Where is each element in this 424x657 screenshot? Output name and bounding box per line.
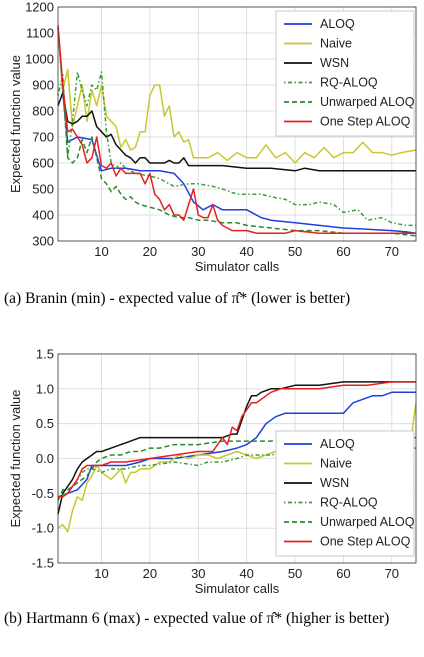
y-axis-label: Expected function value bbox=[8, 389, 23, 527]
x-tick-label: 10 bbox=[94, 244, 108, 259]
x-tick-label: 20 bbox=[143, 244, 157, 259]
y-tick-label: 600 bbox=[32, 156, 54, 171]
y-tick-label: 400 bbox=[32, 208, 54, 223]
y-axis-label: Expected function value bbox=[8, 55, 23, 193]
legend-label: RQ-ALOQ bbox=[320, 76, 378, 90]
legend-box bbox=[275, 430, 415, 557]
series-line-rq-aloq bbox=[57, 447, 416, 498]
legend-label: WSN bbox=[320, 56, 349, 70]
hartmann-caption: (b) Hartmann 6 (max) - expected value of… bbox=[4, 610, 390, 627]
y-tick-label: 1100 bbox=[26, 26, 54, 41]
y-tick-label: 0.5 bbox=[36, 416, 54, 431]
y-tick-label: 800 bbox=[32, 104, 54, 119]
x-tick-label: 50 bbox=[288, 566, 302, 581]
plot-frame bbox=[57, 6, 417, 242]
y-tick-label: 1200 bbox=[25, 0, 54, 15]
legend-label: Unwarped ALOQ bbox=[320, 95, 415, 109]
legend-label: WSN bbox=[320, 476, 349, 490]
x-tick-label: 10 bbox=[94, 566, 108, 581]
y-tick-label: 900 bbox=[32, 78, 54, 93]
series-line-wsn bbox=[57, 92, 416, 172]
x-tick-label: 70 bbox=[385, 566, 399, 581]
series-line-one-step-aloq bbox=[57, 25, 416, 234]
x-tick-label: 20 bbox=[143, 566, 157, 581]
legend-label: One Step ALOQ bbox=[320, 535, 411, 549]
y-tick-label: 1.0 bbox=[36, 381, 54, 396]
x-tick-label: 40 bbox=[239, 244, 253, 259]
y-tick-label: 500 bbox=[32, 182, 54, 197]
y-tick-label: -1.5 bbox=[32, 556, 54, 571]
legend-label: Naive bbox=[320, 37, 352, 51]
y-tick-label: 700 bbox=[32, 130, 54, 145]
legend-box bbox=[275, 10, 415, 137]
x-tick-label: 60 bbox=[336, 244, 350, 259]
y-tick-label: 1000 bbox=[25, 52, 54, 67]
y-tick-label: -0.5 bbox=[32, 486, 54, 501]
legend-label: ALOQ bbox=[320, 17, 355, 31]
legend-label: One Step ALOQ bbox=[320, 115, 411, 129]
series-line-one-step-aloq bbox=[58, 381, 416, 498]
x-tick-label: 60 bbox=[336, 566, 350, 581]
series-line-unwarped-aloq bbox=[57, 27, 417, 237]
x-axis-label: Simulator calls bbox=[195, 259, 280, 274]
legend-label: Unwarped ALOQ bbox=[320, 515, 415, 529]
x-tick-label: 30 bbox=[191, 566, 205, 581]
y-tick-label: 0.0 bbox=[36, 451, 54, 466]
legend-label: ALOQ bbox=[320, 437, 355, 451]
y-tick-label: 300 bbox=[32, 234, 54, 249]
x-axis-label: Simulator calls bbox=[195, 581, 280, 596]
series-line-wsn bbox=[57, 381, 416, 515]
x-tick-label: 30 bbox=[191, 244, 205, 259]
branin-caption: (a) Branin (min) - expected value of π̂*… bbox=[4, 290, 351, 307]
y-tick-label: 1.5 bbox=[36, 347, 54, 362]
legend-label: RQ-ALOQ bbox=[320, 496, 378, 510]
legend-label: Naive bbox=[320, 457, 352, 471]
x-tick-label: 40 bbox=[239, 566, 253, 581]
x-tick-label: 50 bbox=[288, 244, 302, 259]
y-tick-label: -1.0 bbox=[32, 521, 54, 536]
branin-chart: 300 400 500 600 700 800 900 1000 1100 1200 10 20 30 4… bbox=[8, 0, 417, 274]
plot-frame bbox=[57, 353, 417, 564]
hartmann-chart: -1.5 -1.0 -0.5 0.0 0.5 1.0 1.5 10 20 30 40 50 60 70 Si… bbox=[8, 347, 417, 596]
x-tick-label: 70 bbox=[385, 244, 399, 259]
series-line-naive bbox=[57, 27, 417, 164]
